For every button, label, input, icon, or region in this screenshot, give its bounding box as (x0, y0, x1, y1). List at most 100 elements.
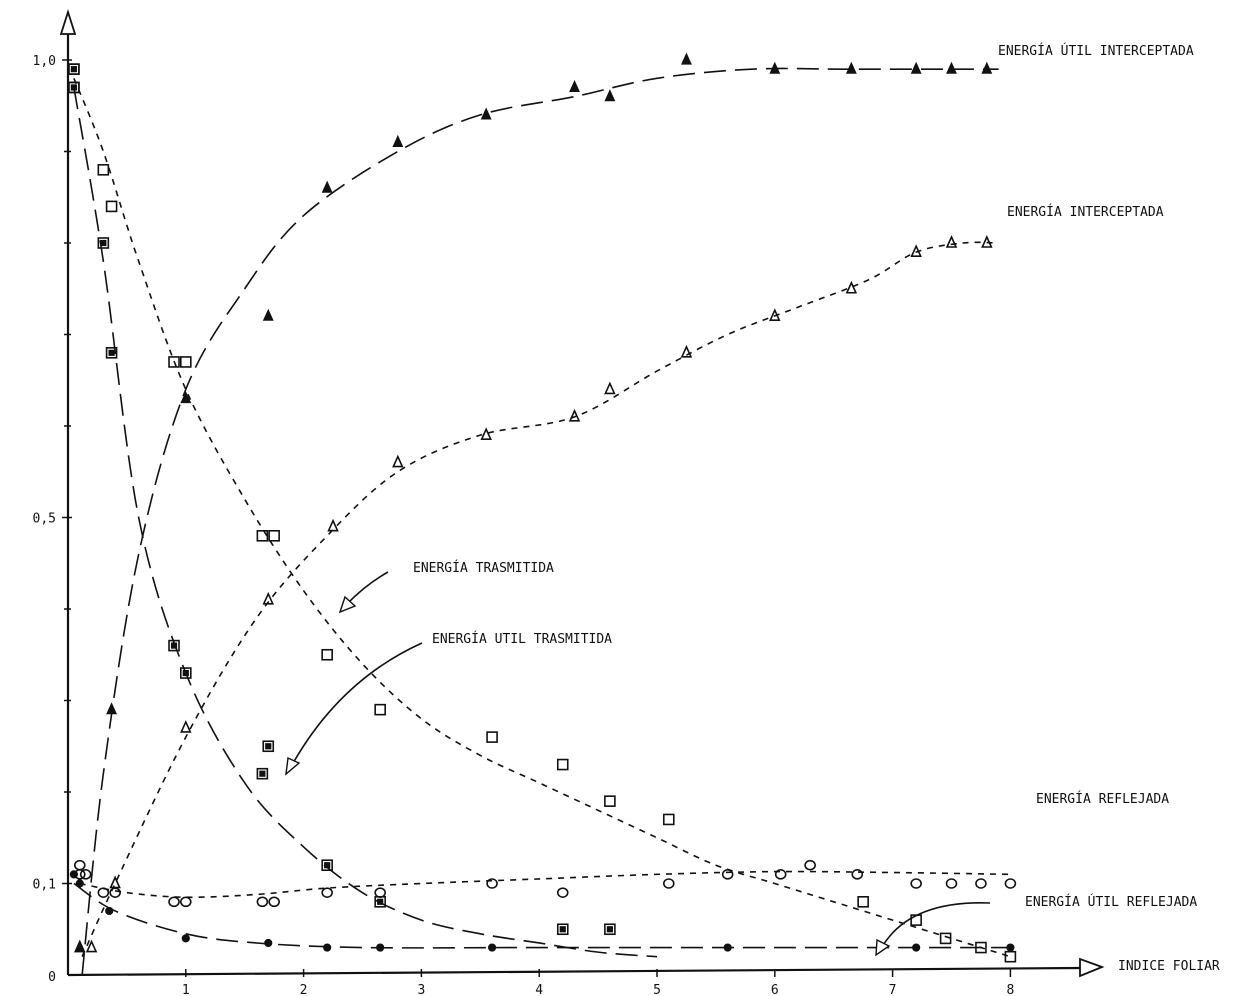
data-point (374, 887, 386, 898)
data-point (321, 180, 333, 193)
data-point (556, 923, 569, 936)
axes (59, 9, 1105, 978)
arrow-energia-util-trasmitida-head (285, 756, 301, 776)
data-point (69, 870, 78, 879)
label-energia-util-reflejada: ENERGÍA ÚTIL REFLEJADA (1025, 894, 1197, 910)
y-tick-label: 0 (48, 970, 56, 985)
label-energia-interceptada: ENERGÍA INTERCEPTADA (1007, 204, 1164, 220)
data-point-fill (182, 669, 189, 677)
data-point (68, 81, 80, 94)
x-axis-title: INDICE FOLIAR (1118, 959, 1220, 974)
data-point-fill (100, 239, 107, 247)
data-point-fill (559, 926, 566, 933)
series-curves (73, 67, 1011, 976)
data-point (480, 427, 492, 440)
data-point (180, 720, 192, 733)
data-point (374, 703, 386, 716)
data-point (323, 943, 332, 952)
x-tick-label: 4 (535, 983, 543, 996)
data-point (569, 79, 580, 93)
data-point (262, 308, 274, 321)
series-line (79, 870, 1011, 899)
data-point (321, 859, 333, 872)
data-point (105, 346, 118, 359)
data-point (556, 887, 569, 898)
data-point (180, 896, 192, 908)
data-point (975, 878, 987, 889)
data-point (857, 895, 869, 908)
data-point (851, 869, 864, 880)
series-points (68, 52, 1017, 963)
data-point (845, 61, 857, 74)
data-point-fill (324, 862, 331, 869)
data-point (268, 529, 280, 542)
arrow-energia-trasmitida-head (338, 595, 357, 614)
data-point-fill (259, 770, 266, 777)
data-point (804, 859, 816, 871)
data-point (910, 244, 922, 257)
data-point (105, 906, 114, 916)
x-tick-label: 8 (1006, 983, 1014, 996)
data-point (168, 896, 180, 908)
y-axis-arrowhead (59, 9, 77, 35)
data-point-fill (108, 349, 115, 356)
data-point (75, 879, 84, 888)
data-point-fill (70, 66, 77, 73)
x-tick-label: 2 (300, 983, 308, 996)
x-tick-label: 3 (417, 983, 425, 996)
data-point (946, 61, 957, 74)
data-point (845, 280, 858, 294)
label-energia-util-trasmitida: ENERGÍA UTIL TRASMITIDA (432, 631, 612, 647)
data-point (376, 943, 385, 952)
arrow-energia-util-reflejada (881, 902, 991, 948)
data-point (945, 235, 958, 248)
data-point-fill (377, 898, 384, 905)
data-point (392, 134, 404, 147)
data-point (109, 887, 121, 898)
data-point (774, 869, 787, 880)
arrow-energia-util-trasmitida (291, 642, 423, 766)
data-point-fill (606, 926, 613, 933)
x-tick-label: 7 (889, 983, 897, 996)
data-point (769, 61, 781, 74)
y-tick-label: 1,0 (33, 54, 56, 69)
data-point (769, 308, 781, 322)
data-point (180, 391, 192, 404)
arrow-energia-trasmitida (345, 571, 389, 606)
data-point-fill (70, 84, 77, 91)
data-point (321, 887, 333, 898)
y-tick-label: 0,1 (33, 878, 56, 893)
data-point (262, 591, 274, 605)
data-point (487, 943, 497, 952)
data-point (392, 454, 404, 468)
data-point-fill (265, 743, 272, 750)
label-energia-util-interceptada: ENERGÍA ÚTIL INTERCEPTADA (998, 43, 1194, 59)
data-point (68, 63, 80, 75)
series-line (81, 241, 999, 958)
data-point (721, 869, 734, 880)
data-point (327, 518, 339, 532)
data-point (945, 878, 958, 889)
data-point (262, 740, 275, 753)
data-point (97, 164, 110, 176)
data-point (79, 869, 92, 880)
data-point (486, 731, 498, 743)
label-energia-reflejada: ENERGÍA REFLEJADA (1036, 791, 1169, 807)
data-point (604, 381, 616, 395)
data-point (604, 795, 616, 807)
data-point (180, 667, 192, 679)
data-point (1004, 950, 1017, 963)
data-point (975, 941, 987, 954)
data-point (486, 878, 498, 889)
data-point (662, 813, 675, 826)
data-point (910, 878, 922, 889)
data-point (109, 875, 121, 889)
data-point (681, 52, 692, 65)
data-point (168, 639, 180, 652)
data-point (268, 896, 280, 908)
annotations: ENERGÍA ÚTIL INTERCEPTADA ENERGÍA INTERC… (285, 43, 1197, 957)
data-point (480, 107, 492, 120)
data-point (256, 767, 269, 780)
data-point (168, 356, 180, 368)
